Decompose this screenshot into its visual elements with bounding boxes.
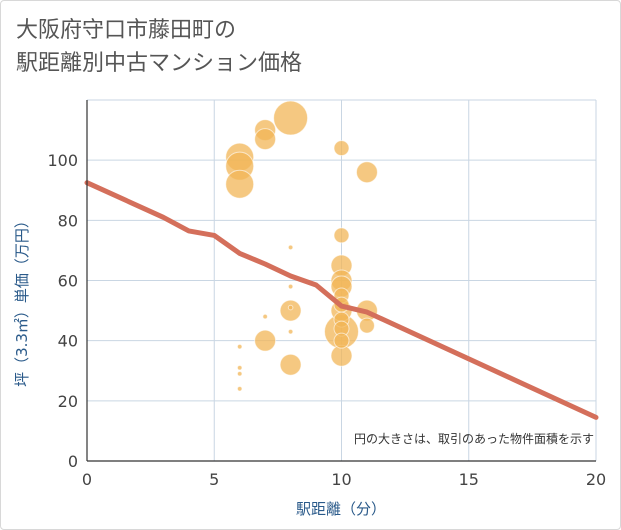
data-point (273, 100, 309, 136)
x-tick-label: 15 (459, 470, 479, 489)
x-tick-label: 5 (209, 470, 219, 489)
data-point (333, 140, 350, 157)
y-tick-label: 100 (47, 151, 78, 170)
chart-title-line-2: 駅距離別中古マンション価格 (16, 51, 303, 76)
y-tick-label: 60 (58, 272, 78, 291)
trend-series (84, 180, 599, 420)
data-point (333, 332, 350, 349)
trend-line (84, 180, 599, 420)
chart-title-line-1: 大阪府守口市藤田町の (16, 18, 237, 43)
data-point (236, 386, 243, 392)
data-point (254, 329, 277, 352)
data-point (333, 227, 350, 244)
x-tick-label: 20 (586, 470, 606, 489)
x-axis-label: 駅距離（分） (296, 500, 386, 518)
x-tick-label: 0 (82, 470, 92, 489)
axes: 0 20 40 60 80 100 0 5 10 15 20 (47, 100, 606, 489)
data-point (287, 304, 294, 311)
data-point (225, 169, 255, 199)
size-note: 円の大きさは、取引のあった物件面積を示す (354, 431, 594, 446)
data-point (254, 128, 277, 151)
x-tick-label: 10 (331, 470, 351, 489)
data-point (287, 244, 294, 251)
data-point (262, 313, 268, 320)
y-tick-label: 20 (58, 392, 78, 411)
bubble-series (225, 100, 378, 392)
chart-title: 大阪府守口市藤田町の 駅距離別中古マンション価格 (16, 14, 302, 80)
data-point (287, 283, 294, 290)
data-point (279, 353, 302, 376)
y-tick-label: 40 (58, 332, 78, 351)
y-axis-label: 坪（3.3㎡）単価（万円） (13, 213, 31, 387)
data-point (279, 299, 302, 322)
data-point (236, 343, 243, 350)
y-tick-label: 0 (68, 452, 78, 471)
data-point (358, 317, 375, 334)
data-point (236, 370, 243, 377)
y-tick-label: 80 (58, 211, 78, 230)
data-point (287, 328, 294, 335)
data-point (236, 364, 243, 371)
data-point (355, 161, 378, 184)
